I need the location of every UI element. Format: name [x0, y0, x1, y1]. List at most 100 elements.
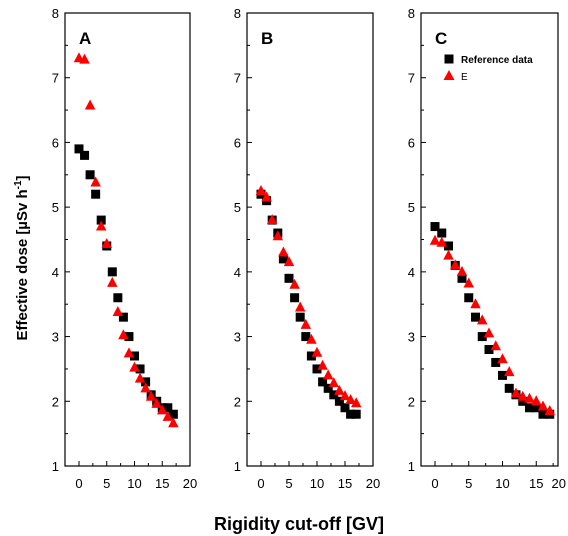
data-point-reference [334, 396, 344, 406]
data-point-e [118, 329, 129, 340]
data-point-e [300, 318, 312, 329]
data-point-reference [278, 254, 288, 264]
panel-frame [64, 12, 191, 467]
data-point-reference [118, 312, 128, 322]
data-point-e [95, 220, 107, 231]
data-point-e [510, 387, 522, 398]
data-point-reference [284, 273, 294, 283]
data-point-e [289, 278, 300, 289]
data-point-reference [96, 215, 106, 225]
y-tick-label: 3 [408, 330, 415, 345]
data-point-reference [85, 170, 95, 180]
y-tick-label: 6 [52, 135, 59, 150]
y-tick-label: 7 [234, 71, 241, 86]
data-point-reference [437, 228, 447, 238]
data-point-reference [464, 293, 474, 303]
data-point-e [294, 301, 306, 312]
data-point-e [477, 314, 488, 325]
y-tick-label: 7 [52, 71, 59, 86]
data-point-reference [518, 396, 528, 406]
data-point-reference [80, 150, 90, 160]
x-tick-label: 10 [310, 476, 324, 491]
data-point-reference [107, 267, 117, 277]
data-point-e [79, 53, 90, 64]
x-tick-label: 15 [529, 476, 543, 491]
data-point-e [283, 256, 295, 267]
data-point-reference [168, 409, 178, 419]
legend-marker-reference [444, 54, 454, 64]
x-tick-label: 5 [465, 476, 472, 491]
data-point-reference [491, 357, 501, 367]
data-point-e [544, 404, 555, 415]
x-tick-label: 5 [103, 476, 110, 491]
data-point-e [345, 393, 356, 404]
data-point-e [443, 249, 454, 260]
data-point-e [322, 369, 334, 380]
data-point-e [151, 397, 162, 408]
y-axis-title-close: ] [14, 175, 31, 180]
x-tick-label: 20 [183, 476, 197, 491]
data-point-reference [531, 403, 541, 413]
legend-marker-e [443, 70, 455, 80]
y-tick-label: 4 [52, 265, 59, 280]
data-point-e [101, 238, 112, 249]
data-point-e [504, 366, 515, 377]
data-point-reference [329, 390, 339, 400]
data-point-e [112, 305, 124, 316]
data-point-e [261, 191, 272, 202]
y-tick-label: 6 [408, 135, 415, 150]
data-point-reference [318, 377, 328, 387]
data-point-e [436, 236, 447, 247]
y-axis-title-unit: µSv h [14, 189, 31, 229]
data-point-e [470, 298, 481, 309]
chart-panels: 1 2 3 4 5 6 7 8 0 5 10 15 20 A 1 2 3 4 5 6 7 8 0 5 10 15 20 B 1 2 3 4 5 6… [52, 6, 566, 491]
x-tick-label: 10 [127, 476, 141, 491]
data-point-e [306, 333, 317, 344]
x-tick-label: 20 [552, 476, 566, 491]
data-point-e [483, 327, 495, 338]
y-tick-label: 3 [52, 330, 59, 345]
data-point-e [134, 372, 146, 383]
legend-label-e: E [461, 72, 468, 83]
data-point-reference [163, 403, 173, 413]
data-point-e [334, 384, 345, 395]
y-tick-label: 6 [234, 135, 241, 150]
y-tick-label: 2 [52, 394, 59, 409]
data-point-reference [91, 189, 101, 199]
y-tick-label: 4 [234, 265, 241, 280]
data-point-reference [457, 273, 467, 283]
y-tick-label: 7 [408, 71, 415, 86]
x-tick-label: 20 [366, 476, 380, 491]
x-tick-label: 0 [257, 476, 264, 491]
legend-label-reference: Reference data [461, 55, 533, 66]
y-axis-title-exponent: -1 [13, 180, 24, 189]
y-tick-label: 8 [52, 6, 59, 21]
data-point-e [328, 377, 340, 388]
panel-label: B [261, 29, 273, 48]
data-point-reference [484, 345, 494, 355]
series-reference-data [74, 144, 178, 419]
data-point-reference [135, 364, 145, 374]
x-tick-label: 10 [495, 476, 509, 491]
data-point-reference [444, 241, 453, 251]
data-point-reference [301, 332, 311, 342]
data-point-e [497, 353, 508, 364]
series-e [73, 52, 179, 428]
y-tick-label: 1 [52, 459, 59, 474]
x-axis-title: Rigidity cut-off [GV] [214, 514, 384, 534]
data-point-reference [312, 364, 322, 374]
data-point-e [157, 404, 168, 415]
legend: Reference data E [443, 54, 533, 83]
data-point-reference [351, 409, 361, 419]
data-point-e [162, 410, 174, 421]
y-tick-label: 4 [408, 265, 415, 280]
series-e [255, 184, 362, 408]
panel-label: C [435, 29, 447, 48]
data-point-e [456, 265, 468, 276]
y-tick-label: 1 [234, 459, 241, 474]
data-point-reference [295, 312, 305, 322]
data-point-e [317, 359, 328, 370]
panel-c: 1 2 3 4 5 6 7 8 0 5 10 15 20 C Reference data E [408, 6, 566, 491]
data-point-e [129, 361, 140, 372]
